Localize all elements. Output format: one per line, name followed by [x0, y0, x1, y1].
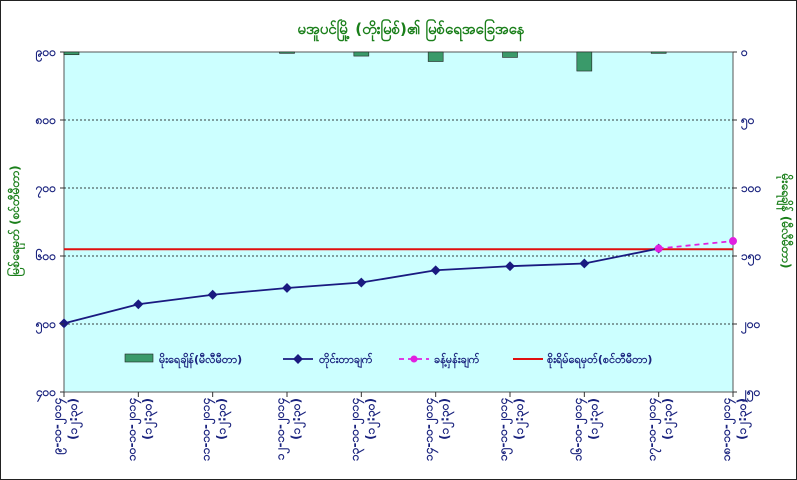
x-tick-date: ၁၂-၁၀-၂၀၁၄	[273, 398, 291, 460]
x-tick-date: ၁၈-၁၀-၂၀၁၄	[719, 398, 737, 461]
left-tick-label: ၅၀၀	[35, 317, 57, 335]
left-tick-label: ၇၀၀	[35, 181, 57, 199]
left-axis-label: မြစ်ရေမှတ် (စင်တီမီတာ)	[5, 165, 26, 276]
forecast-point	[654, 244, 663, 253]
right-tick-label: ၁၀၀	[741, 181, 762, 195]
x-tick-time: (၁၂:၃၀)	[215, 398, 233, 440]
x-tick-label: ၁၆-၁၀-၂၀၁၄ (၁၂:၃၀)	[568, 398, 604, 461]
right-axis-label: မိုးရေချိန် (မီလီမီတာ)	[775, 173, 795, 269]
rainfall-bar	[427, 51, 444, 62]
x-tick-time: (၁၂:၃၀)	[140, 398, 158, 440]
legend-marker-forecast	[410, 355, 418, 363]
observed-point	[282, 283, 292, 293]
forecast-line	[654, 237, 737, 253]
left-tick-label: ၆၀၀	[35, 247, 57, 263]
x-tick-time: (၁၂:၃၀)	[735, 398, 753, 440]
x-tick-date: ၁၃-၁၀-၂၀၁၄	[347, 398, 365, 461]
x-tick-time: (၁၂:၃၀)	[363, 398, 381, 440]
rainfall-bar	[353, 51, 370, 57]
x-tick-label: ၁၄-၁၀-၂၀၁၄ (၁၂:၃၀)	[422, 398, 456, 461]
right-tick-label: ၁၅၀	[741, 249, 762, 267]
plot-area	[63, 51, 734, 393]
x-tick-date: ၉-၁၀-၂၀၁၄	[50, 398, 68, 455]
x-tick-label: ၁၈-၁၀-၂၀၁၄ (၁၂:၃၀)	[719, 398, 753, 461]
rainfall-bar	[63, 51, 80, 56]
x-tick-date: ၁၇-၁၀-၂၀၁၄	[645, 398, 663, 461]
x-tick-date: ၁၀-၁၀-၂၀၁၄	[124, 398, 142, 461]
forecast-point	[729, 237, 737, 246]
observed-point	[356, 277, 367, 288]
legend-swatch-rainfall	[124, 353, 154, 363]
x-axis-ticks: ၉-၁၀-၂၀၁၄ (၁၂:၃၀) ၁၀-၁၀-၂၀၁၄ (၁၂:၃၀) ၁၁-၁၀-၂…	[50, 392, 753, 461]
rainfall-bar	[576, 51, 593, 72]
x-tick-label: ၁၇-၁၀-၂၀၁၄ (၁၂:၃၀)	[645, 398, 679, 461]
observed-point	[207, 289, 218, 300]
x-tick-time: (၁၂:၃၀)	[661, 398, 679, 440]
x-tick-time: (၁၂:၃၀)	[438, 398, 456, 440]
legend-label-observed: တိုင်းတာချက်	[319, 352, 373, 369]
x-tick-label: ၉-၁၀-၂၀၁၄ (၁၂:၃၀)	[50, 398, 84, 455]
x-tick-label: ၁၀-၁၀-၂၀၁၄ (၁၂:၃၀)	[124, 398, 158, 461]
legend-label-forecast: ခန့်မှန်းချက်	[434, 352, 480, 369]
legend-marker-observed	[293, 354, 303, 364]
x-tick-time: (၁၂:၃၀)	[66, 398, 84, 440]
x-tick-label: ၁၃-၁၀-၂၀၁၄ (၁၂:၃၀)	[347, 398, 381, 461]
x-tick-label: ၁၁-၁၀-၂၀၁၄ (၁၂:၃၀)	[199, 398, 233, 461]
rainfall-bar	[502, 51, 518, 58]
left-tick-label: ၈၀၀	[35, 113, 57, 127]
right-tick-label: ၅၀	[740, 113, 755, 131]
x-tick-date: ၁၁-၁၀-၂၀၁၄	[199, 398, 217, 461]
observed-point	[579, 258, 590, 269]
left-tick-label: ၉၀၀	[35, 45, 57, 63]
x-tick-date: ၁၅-၁၀-၂၀၁၄	[496, 398, 514, 461]
x-tick-label: ၁၂-၁၀-၂၀၁၄ (၁၂:၃၀)	[273, 398, 307, 460]
observed-point	[133, 299, 144, 310]
x-tick-time: (၁၂:၃၀)	[289, 398, 307, 440]
chart-title: မအူပင်မြို့ (တိုးမြစ်)၏ မြစ်ရေအခြေအနေ	[297, 18, 524, 42]
x-tick-time: (၁၂:၃၀)	[512, 398, 530, 440]
rainfall-bars	[63, 51, 667, 72]
x-tick-date: ၁၄-၁၀-၂၀၁၄	[422, 398, 440, 461]
x-tick-label: ၁၅-၁၀-၂၀၁၄ (၁၂:၃၀)	[496, 398, 530, 461]
left-tick-label: ၄၀၀	[35, 385, 57, 403]
right-tick-label: ၀	[740, 45, 748, 59]
legend-label-danger: စိုးရိမ်ရေမှတ်(စင်တီမီတာ)	[547, 352, 652, 369]
legend-label-rainfall: မိုးရေချိန်(မီလီမီတာ)	[159, 352, 242, 369]
x-tick-date: ၁၆-၁၀-၂၀၁၄	[568, 398, 588, 461]
rainfall-bar	[650, 51, 667, 54]
observed-point	[505, 261, 515, 272]
rainfall-bar	[279, 51, 295, 54]
x-tick-time: (၁၂:၃၀)	[586, 398, 604, 440]
right-tick-label: ၂၀၀	[740, 317, 761, 335]
forecast-polyline	[658, 240, 734, 250]
observed-point	[430, 265, 441, 276]
right-tick-label: ၂၅၀	[740, 385, 761, 403]
legend: မိုးရေချိန်(မီလီမီတာ) တိုင်းတာချက် ခန့်မှန…	[124, 352, 652, 369]
